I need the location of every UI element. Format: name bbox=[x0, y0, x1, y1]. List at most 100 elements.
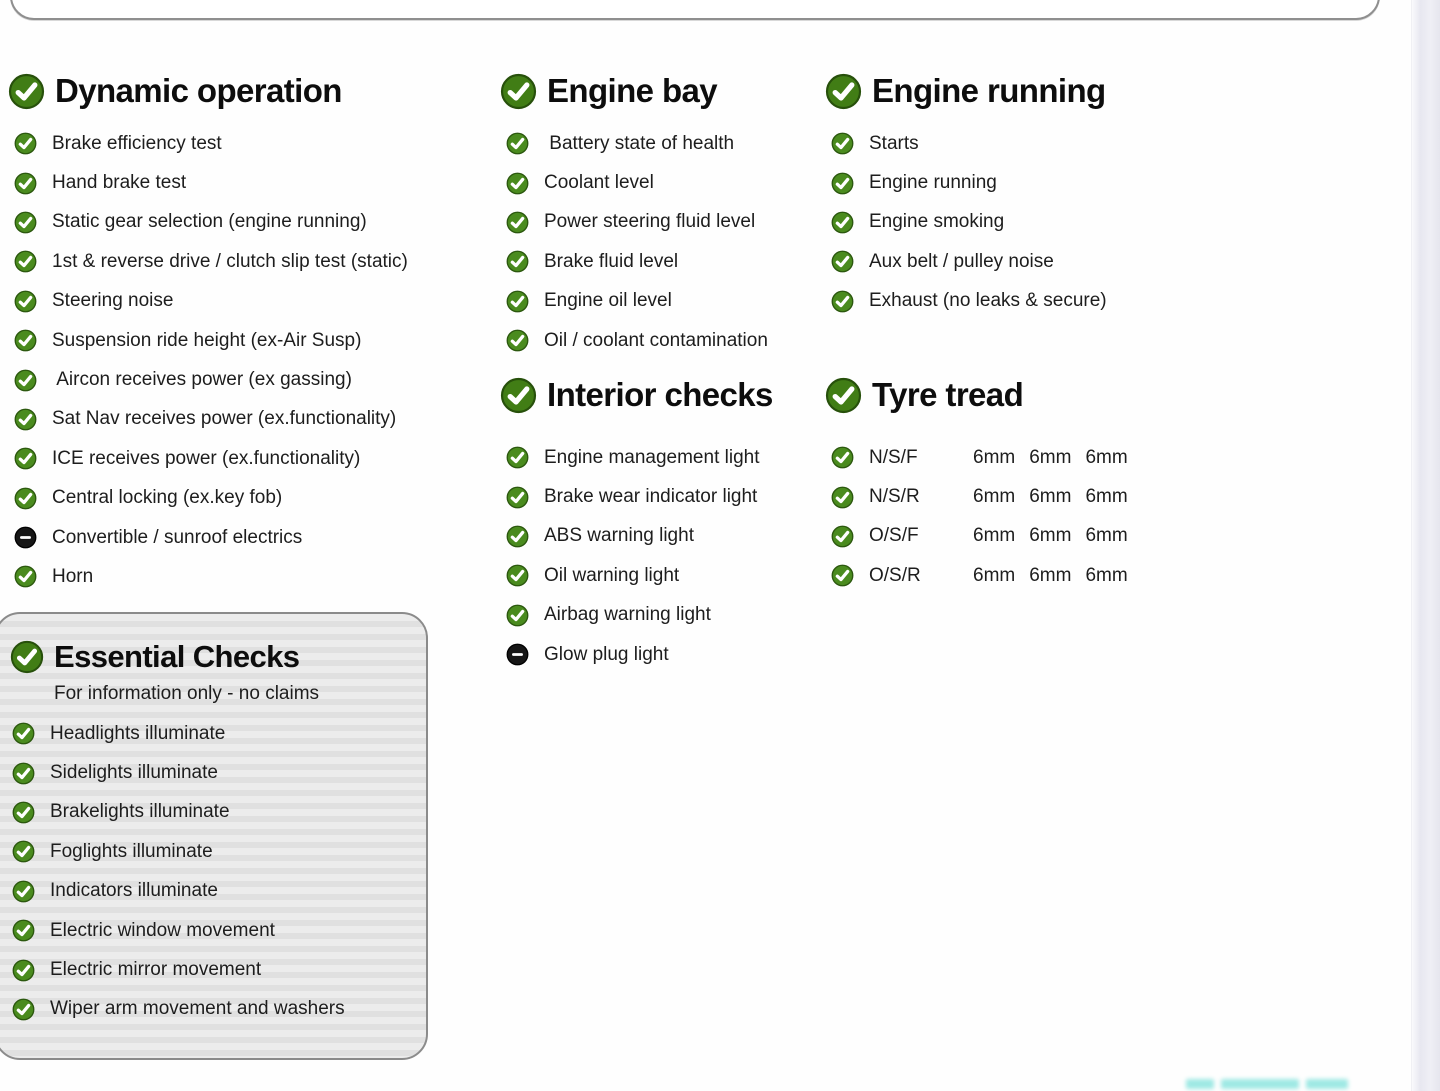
section-interior-checks: Interior checks Engine management light … bbox=[500, 372, 845, 674]
check-icon bbox=[506, 486, 529, 509]
tyre-depth-values: 6mm 6mm 6mm bbox=[973, 486, 1128, 508]
check-icon bbox=[825, 377, 862, 414]
check-icon bbox=[500, 377, 537, 414]
tread-depth-value: 6mm bbox=[973, 564, 1016, 586]
section-header: Engine running bbox=[825, 68, 1170, 114]
checklist-item: Oil warning light bbox=[500, 556, 845, 595]
section-essential-checks: Essential Checks For information only - … bbox=[0, 612, 428, 1060]
checklist-item: Starts bbox=[825, 124, 1170, 163]
tread-depth-value: 6mm bbox=[1085, 525, 1128, 547]
check-icon bbox=[12, 998, 35, 1021]
check-icon bbox=[12, 801, 35, 824]
checklist-item: Electric mirror movement bbox=[10, 950, 426, 989]
check-icon bbox=[831, 211, 854, 234]
checklist-item: Engine running bbox=[825, 163, 1170, 202]
item-label: Static gear selection (engine running) bbox=[52, 211, 367, 233]
check-icon bbox=[506, 329, 529, 352]
item-label: Sidelights illuminate bbox=[50, 762, 218, 784]
section-title: Interior checks bbox=[547, 376, 773, 413]
page-edge-strip bbox=[1411, 0, 1440, 1091]
item-label: Battery state of health bbox=[544, 132, 735, 154]
check-icon bbox=[506, 604, 529, 627]
checklist-item: Power steering fluid level bbox=[500, 203, 835, 242]
check-icon bbox=[506, 564, 529, 587]
check-icon bbox=[14, 487, 37, 510]
section-title: Essential Checks bbox=[54, 639, 300, 674]
check-icon bbox=[12, 722, 35, 745]
minus-icon bbox=[14, 526, 37, 549]
item-label: Headlights illuminate bbox=[50, 722, 226, 744]
tyre-tread-row: O/S/F 6mm 6mm 6mm bbox=[825, 517, 1170, 556]
tyre-depth-values: 6mm 6mm 6mm bbox=[973, 525, 1128, 547]
checklist-item: Battery state of health bbox=[500, 124, 835, 163]
section-engine-running: Engine running Starts Engine running bbox=[825, 68, 1170, 321]
checklist-item: Aircon receives power (ex gassing) bbox=[8, 360, 488, 399]
tread-depth-value: 6mm bbox=[1085, 486, 1128, 508]
checklist: Brake efficiency test Hand brake test St… bbox=[8, 124, 488, 597]
tread-depth-value: 6mm bbox=[1029, 564, 1072, 586]
check-icon bbox=[506, 172, 529, 195]
tread-depth-value: 6mm bbox=[1029, 486, 1072, 508]
check-icon bbox=[831, 132, 854, 155]
item-label: Exhaust (no leaks & secure) bbox=[869, 290, 1107, 312]
check-icon bbox=[506, 211, 529, 234]
item-label: Glow plug light bbox=[544, 643, 669, 665]
item-label: Oil / coolant contamination bbox=[544, 329, 768, 351]
section-header: Engine bay bbox=[500, 68, 835, 114]
tyre-position-label: O/S/F bbox=[869, 525, 919, 547]
item-label: Steering noise bbox=[52, 290, 174, 312]
check-icon bbox=[831, 250, 854, 273]
section-header: Tyre tread bbox=[825, 372, 1170, 418]
checklist-item: Coolant level bbox=[500, 163, 835, 202]
check-icon bbox=[506, 132, 529, 155]
checklist-item: Electric window movement bbox=[10, 911, 426, 950]
item-label: Convertible / sunroof electrics bbox=[52, 526, 303, 548]
check-icon bbox=[14, 565, 37, 588]
check-icon bbox=[14, 329, 37, 352]
tread-depth-value: 6mm bbox=[973, 486, 1016, 508]
check-icon bbox=[14, 447, 37, 470]
checklist: Starts Engine running Engine smoking bbox=[825, 124, 1170, 321]
checklist-item: Brake efficiency test bbox=[8, 124, 488, 163]
item-label: ABS warning light bbox=[544, 525, 694, 547]
checklist-item: Horn bbox=[8, 557, 488, 596]
watermark bbox=[1186, 1076, 1348, 1091]
checklist-item: Wiper arm movement and washers bbox=[10, 990, 426, 1029]
tyre-tread-row: N/S/R 6mm 6mm 6mm bbox=[825, 477, 1170, 516]
tread-depth-value: 6mm bbox=[973, 525, 1016, 547]
tread-depth-value: 6mm bbox=[1029, 525, 1072, 547]
check-icon bbox=[831, 172, 854, 195]
section-title: Engine bay bbox=[547, 72, 718, 109]
check-icon bbox=[14, 250, 37, 273]
minus-icon bbox=[506, 643, 529, 666]
check-icon bbox=[14, 172, 37, 195]
tyre-tread-row: O/S/R 6mm 6mm 6mm bbox=[825, 556, 1170, 595]
check-icon bbox=[14, 408, 37, 431]
tyre-position-label: O/S/R bbox=[869, 564, 921, 586]
item-label: Electric window movement bbox=[50, 919, 275, 941]
check-icon bbox=[831, 564, 854, 587]
checklist-item: Headlights illuminate bbox=[10, 714, 426, 753]
checklist-item: Central locking (ex.key fob) bbox=[8, 479, 488, 518]
checklist-item: Engine management light bbox=[500, 438, 845, 477]
checklist-item: Brake fluid level bbox=[500, 242, 835, 281]
checklist-item: Sidelights illuminate bbox=[10, 753, 426, 792]
tyre-depth-values: 6mm 6mm 6mm bbox=[973, 447, 1128, 469]
check-icon bbox=[10, 640, 44, 674]
item-label: Engine running bbox=[869, 172, 997, 194]
check-icon bbox=[12, 762, 35, 785]
section-title: Tyre tread bbox=[872, 376, 1024, 413]
item-label: Sat Nav receives power (ex.functionality… bbox=[52, 408, 397, 430]
checklist-item: Sat Nav receives power (ex.functionality… bbox=[8, 400, 488, 439]
check-icon bbox=[12, 840, 35, 863]
checklist-item: Exhaust (no leaks & secure) bbox=[825, 282, 1170, 321]
item-label: Aux belt / pulley noise bbox=[869, 250, 1054, 272]
item-label: Starts bbox=[869, 132, 919, 154]
checklist-item: Convertible / sunroof electrics bbox=[8, 518, 488, 557]
checklist-item: Engine smoking bbox=[825, 203, 1170, 242]
checklist-item: Indicators illuminate bbox=[10, 872, 426, 911]
item-label: Engine oil level bbox=[544, 290, 672, 312]
tread-depth-value: 6mm bbox=[1029, 446, 1072, 468]
tyre-tread-table: N/S/F 6mm 6mm 6mm N/S/R 6mm 6mm bbox=[825, 438, 1170, 596]
